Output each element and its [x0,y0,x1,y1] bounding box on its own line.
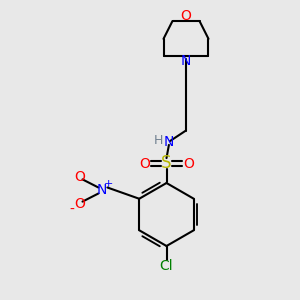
Text: +: + [104,179,113,189]
Text: N: N [181,54,191,68]
Text: O: O [74,197,85,211]
Text: Cl: Cl [160,259,173,272]
Text: O: O [74,170,85,184]
Text: O: O [139,157,150,170]
Text: -: - [70,202,74,216]
Text: H: H [153,134,163,148]
Text: N: N [164,135,174,148]
Text: S: S [161,154,172,172]
Text: N: N [97,184,107,197]
Text: O: O [181,9,191,22]
Text: O: O [183,157,194,170]
